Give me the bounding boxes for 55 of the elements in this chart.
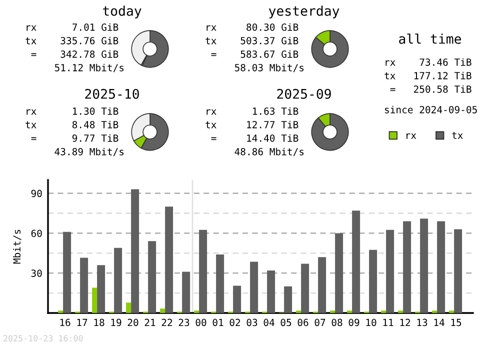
legend-label: tx <box>452 132 463 139</box>
x-tick-label: 16 <box>60 318 70 326</box>
x-tick-label: 20 <box>128 318 138 326</box>
x-tick-label: 14 <box>434 318 444 326</box>
text: 58.03 Mbit/s <box>234 64 304 72</box>
x-tick-label: 03 <box>246 318 258 326</box>
y-tick-label: 30 <box>31 270 42 277</box>
x-tick-label: 02 <box>230 318 240 326</box>
x-tick-label: 17 <box>77 318 88 326</box>
x-tick-label: 13 <box>417 318 428 326</box>
x-tick-label: 05 <box>280 318 292 326</box>
x-tick-label: 18 <box>94 318 104 326</box>
x-tick-label: 04 <box>264 318 274 326</box>
y-tick-label: 90 <box>31 190 42 198</box>
text: 43.89 Mbit/s <box>54 148 124 156</box>
text: tx 335.76 GiB <box>26 36 118 44</box>
x-tick-label: 10 <box>366 318 376 326</box>
x-tick-label: 12 <box>400 318 410 326</box>
text: = 342.78 GiB <box>31 50 118 58</box>
x-tick-label: 00 <box>196 318 206 326</box>
x-tick-label: 11 <box>383 318 394 326</box>
chart-title: 2025-09 <box>277 88 331 99</box>
text: = 250.58 TiB <box>390 85 472 93</box>
text: since 2024-09-05 <box>385 106 477 114</box>
y-tick-label: 60 <box>31 230 42 238</box>
chart-title: 2025-10 <box>85 88 139 99</box>
text: tx 12.77 TiB <box>206 120 298 128</box>
text: tx 8.48 TiB <box>26 120 118 128</box>
x-tick-label: 22 <box>162 318 172 326</box>
text: rx 73.46 TiB <box>386 58 472 66</box>
text: rx 80.30 GiB <box>206 23 298 31</box>
chart-title: yesterday <box>268 6 340 18</box>
x-tick-label: 08 <box>332 318 342 326</box>
y-axis-title: Mbit/s <box>12 230 22 264</box>
text: rx 1.63 TiB <box>206 107 298 115</box>
text: tx 503.37 GiB <box>206 36 298 44</box>
legend-label: rx <box>406 133 416 139</box>
text: rx 1.30 TiB <box>26 107 118 115</box>
text: all time <box>399 34 461 44</box>
x-tick-label: 15 <box>451 318 462 326</box>
chart-title: today <box>102 6 142 18</box>
x-tick-label: 07 <box>314 318 326 326</box>
x-tick-label: 01 <box>212 318 224 326</box>
x-tick-label: 21 <box>144 318 156 326</box>
text: = 14.40 TiB <box>211 134 298 142</box>
text: 48.86 Mbit/s <box>234 148 304 156</box>
text: rx 7.01 GiB <box>26 23 118 31</box>
text: tx 177.12 TiB <box>384 72 472 80</box>
text: 51.12 Mbit/s <box>54 64 124 72</box>
x-tick-label: 06 <box>298 318 308 326</box>
x-tick-label: 09 <box>348 318 360 326</box>
x-tick-label: 23 <box>178 318 190 326</box>
text: = 583.67 GiB <box>211 50 298 58</box>
x-tick-label: 19 <box>111 318 122 326</box>
text: = 9.77 TiB <box>31 134 118 142</box>
